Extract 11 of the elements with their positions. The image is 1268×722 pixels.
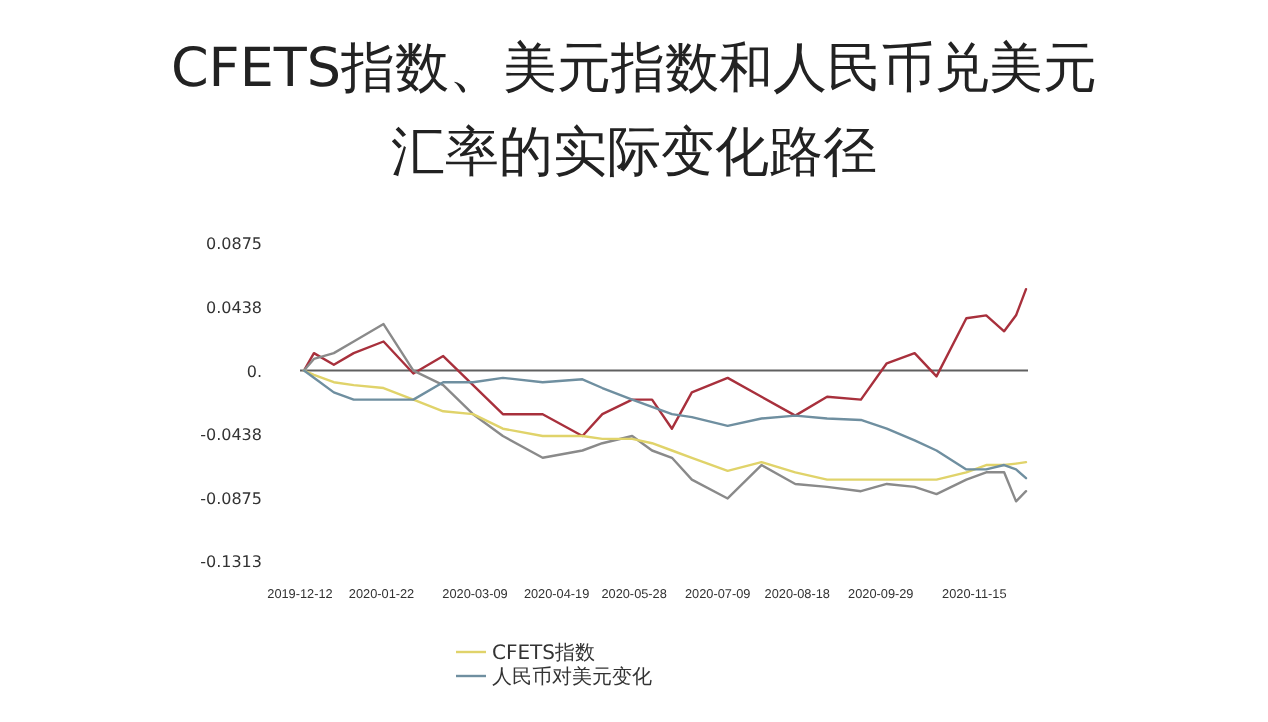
y-tick-label: -0.1313: [200, 553, 262, 572]
y-tick-label: 0.: [246, 362, 262, 381]
legend-label: CFETS指数: [492, 641, 596, 665]
y-tick-label: -0.0875: [200, 489, 262, 508]
y-tick-label: -0.0438: [200, 426, 262, 445]
chart-title: CFETS指数、美元指数和人民币兑美元汇率的实际变化路径: [168, 36, 1100, 188]
legend-label: 人民币对美元变化: [492, 665, 652, 689]
y-tick-label: 0.0438: [206, 298, 262, 317]
line-series: [302, 322, 1028, 503]
y-tick-label: 0.0875: [206, 235, 262, 254]
line-series: [302, 287, 1028, 438]
